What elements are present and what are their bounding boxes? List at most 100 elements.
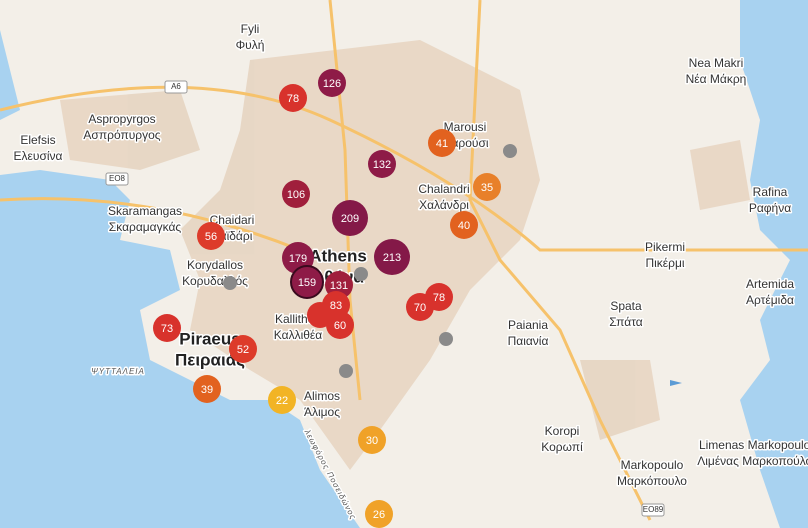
- aqi-value: 159: [298, 277, 316, 289]
- place-name: Koropi: [545, 424, 580, 438]
- no-data-station: [439, 332, 453, 346]
- no-data-station: [339, 364, 353, 378]
- aqi-marker: 26: [365, 500, 393, 528]
- aqi-marker-dot: [268, 386, 296, 414]
- place-name-local: Ραφήνα: [749, 201, 791, 215]
- road-shield-label: A6: [171, 82, 181, 91]
- aqi-marker-dot: [450, 211, 478, 239]
- aqi-marker-dot: [326, 311, 354, 339]
- aqi-value: 106: [287, 189, 305, 201]
- aqi-marker: 40: [450, 211, 478, 239]
- aqi-value: 22: [276, 395, 288, 407]
- place-name-local: Φυλή: [236, 38, 265, 52]
- place-name-local: Κορυδαλλός: [182, 274, 248, 288]
- aqi-marker-dot: [282, 180, 310, 208]
- aqi-marker: 209: [332, 200, 368, 236]
- aqi-marker-dot: [428, 129, 456, 157]
- place-name: Artemida: [746, 277, 794, 291]
- place-name: Korydallos: [187, 258, 243, 272]
- place-name-local: Σπάτα: [609, 315, 642, 329]
- aqi-value: 70: [414, 302, 426, 314]
- place-name-local: Κορωπί: [541, 440, 583, 454]
- aqi-marker-dot: [193, 375, 221, 403]
- aqi-marker-dot: [197, 222, 225, 250]
- place-name: Fyli: [241, 22, 260, 36]
- road-shield: [164, 80, 188, 94]
- place-name: Nea Makri: [689, 56, 744, 70]
- aqi-marker: 159: [290, 265, 324, 299]
- islet-label: ΨΥΤΤΑΛΕΙΑ: [91, 367, 145, 376]
- road-shield-label: EO8: [109, 174, 126, 183]
- place-name: Markopoulo: [621, 458, 684, 472]
- place-name-local: Μαρκόπουλο: [617, 474, 687, 488]
- place-name-local: Παιανία: [508, 334, 549, 348]
- place-name-local: Πικέρμι: [645, 256, 684, 270]
- place-name-local: Σκαραμαγκάς: [109, 220, 182, 234]
- place-name-local: Άλιμος: [304, 405, 340, 419]
- aqi-marker: 56: [197, 222, 225, 250]
- aqi-marker: 35: [473, 173, 501, 201]
- place-name-local: Καλλιθέα: [274, 328, 322, 342]
- aqi-marker-dot: [368, 150, 396, 178]
- place-name-local: Νέα Μάκρη: [686, 72, 747, 86]
- aqi-marker: 30: [358, 426, 386, 454]
- place-name: Spata: [610, 299, 642, 313]
- aqi-value: 213: [383, 252, 401, 264]
- aqi-value: 78: [287, 93, 299, 105]
- aqi-marker-dot: [358, 426, 386, 454]
- aqi-marker: 41: [428, 129, 456, 157]
- road-shield: [641, 503, 665, 517]
- place-name: Chaidari: [210, 213, 255, 227]
- aqi-value: 41: [436, 138, 448, 150]
- aqi-value: 35: [481, 182, 493, 194]
- aqi-marker-dot: [473, 173, 501, 201]
- place-name-local: Ασπρόπυργος: [83, 128, 160, 142]
- aqi-marker: 106: [282, 180, 310, 208]
- no-data-station: [223, 276, 237, 290]
- aqi-marker-dot: [374, 239, 410, 275]
- place-name: Athens: [309, 246, 367, 265]
- aqi-marker: 213: [374, 239, 410, 275]
- aqi-marker: 60: [326, 311, 354, 339]
- place-name: Elefsis: [20, 133, 55, 147]
- place-name: Rafina: [753, 185, 788, 199]
- place-name: Chalandri: [418, 182, 469, 196]
- aqi-marker: 78: [279, 84, 307, 112]
- aqi-value: 179: [289, 253, 307, 265]
- place-name: Paiania: [508, 318, 548, 332]
- place-name: Limenas Markopoulou: [699, 438, 808, 452]
- aqi-value: 52: [237, 344, 249, 356]
- place-name: Pikermi: [645, 240, 685, 254]
- aqi-marker-dot: [153, 314, 181, 342]
- aqi-marker-dot: [229, 335, 257, 363]
- aqi-value: 78: [433, 292, 445, 304]
- place-name-local: Αρτέμιδα: [746, 293, 794, 307]
- aqi-value: 30: [366, 435, 378, 447]
- place-name: Marousi: [444, 120, 487, 134]
- road-shield: [105, 172, 129, 186]
- aqi-marker-dot: [332, 200, 368, 236]
- place-name: Piraeus: [179, 329, 240, 348]
- place-name: Aspropyrgos: [88, 112, 155, 126]
- aqi-marker-dot: [365, 500, 393, 528]
- aqi-marker-dot: [279, 84, 307, 112]
- place-name-local: Λιμένας Μαρκοπούλου: [697, 454, 808, 468]
- no-data-station: [503, 144, 517, 158]
- place-name: Skaramangas: [108, 204, 182, 218]
- aqi-value: 56: [205, 231, 217, 243]
- aqi-value: 60: [334, 320, 346, 332]
- aqi-value: 40: [458, 220, 470, 232]
- aqi-marker: 39: [193, 375, 221, 403]
- no-data-station: [354, 267, 368, 281]
- aqi-marker: 52: [229, 335, 257, 363]
- aqi-value: 73: [161, 323, 173, 335]
- aqi-marker-dot: [318, 69, 346, 97]
- aqi-value: 131: [330, 280, 348, 292]
- aqi-value: 83: [330, 300, 342, 312]
- aqi-marker-dot: [290, 265, 324, 299]
- place-name-local: Ελευσίνα: [14, 149, 63, 163]
- aqi-marker: 132: [368, 150, 396, 178]
- airport-icon: [670, 380, 682, 386]
